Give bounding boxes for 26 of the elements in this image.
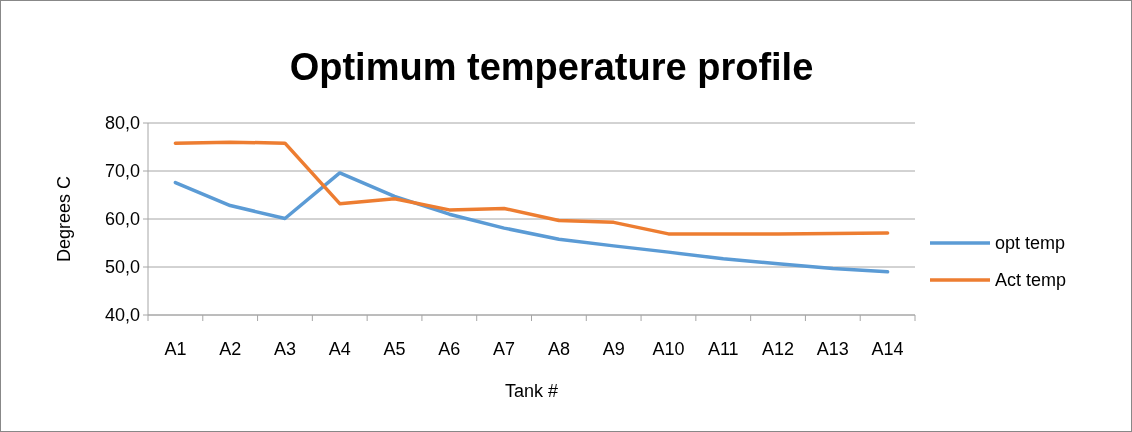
x-tick-label: A12 bbox=[762, 339, 795, 359]
x-tick-label: A9 bbox=[602, 339, 625, 359]
y-tick-label: 80,0 bbox=[104, 113, 140, 134]
x-tick-label: A6 bbox=[438, 339, 461, 359]
chart-title: Optimum temperature profile bbox=[289, 46, 814, 88]
x-tick-label: A10 bbox=[652, 339, 685, 359]
y-tick-label: 50,0 bbox=[104, 257, 140, 278]
y-tick-label: 60,0 bbox=[104, 209, 140, 230]
x-tick-label: A7 bbox=[493, 339, 516, 359]
y-tick-label: 70,0 bbox=[104, 161, 140, 182]
x-tick-label: A4 bbox=[328, 339, 351, 359]
x-tick-label: A3 bbox=[273, 339, 296, 359]
x-tick-label: A14 bbox=[871, 339, 904, 359]
x-tick-label: A2 bbox=[219, 339, 242, 359]
line-series bbox=[173, 140, 890, 236]
x-tick-label: A1 bbox=[164, 339, 187, 359]
legend-label: opt temp bbox=[995, 233, 1066, 254]
x-tick-label: A13 bbox=[816, 339, 849, 359]
line-series bbox=[173, 171, 890, 274]
y-axis-title: Degrees C bbox=[54, 175, 74, 263]
x-axis-title: Tank # bbox=[504, 381, 559, 401]
x-tick-label: A11 bbox=[707, 339, 739, 359]
x-tick-label: A5 bbox=[383, 339, 406, 359]
y-tick-label: 40,0 bbox=[104, 305, 140, 326]
x-tick-label: A8 bbox=[547, 339, 570, 359]
legend-label: Act temp bbox=[995, 270, 1067, 291]
